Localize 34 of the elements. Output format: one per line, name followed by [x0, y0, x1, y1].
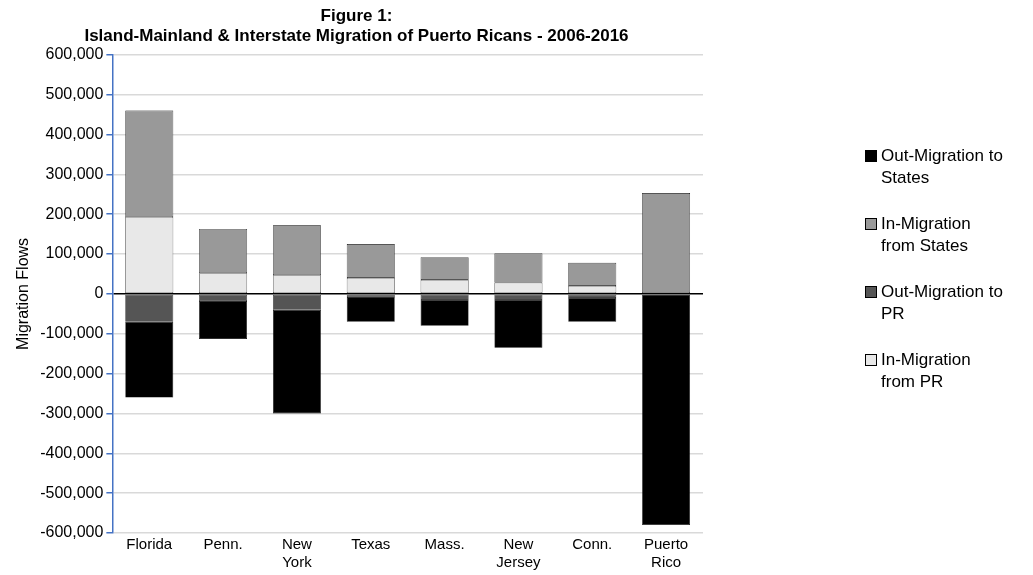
legend-label: Out-Migration to States: [881, 145, 1004, 189]
y-tick-label: 600,000: [45, 45, 104, 63]
chart-subtitle: Island-Mainland & Interstate Migration of Puerto Ricans - 2006-2016: [84, 26, 629, 46]
x-tick-label: Conn.: [572, 535, 613, 553]
x-tick-label: Florida: [126, 535, 173, 553]
y-tick-label: -200,000: [40, 364, 104, 382]
y-tick-label: -600,000: [40, 523, 104, 541]
chart-title: Figure 1:: [320, 5, 393, 25]
bar: [346, 297, 395, 322]
bar: [125, 321, 174, 398]
y-tick-label: -100,000: [40, 324, 104, 342]
bar: [568, 297, 617, 322]
y-tick-label: 0: [94, 284, 104, 302]
x-tick-label: Penn.: [203, 535, 243, 553]
bar: [199, 301, 248, 339]
bar: [420, 299, 469, 326]
bar: [494, 299, 543, 348]
y-tick-label: -500,000: [40, 483, 104, 501]
y-tick-label: 200,000: [45, 204, 104, 222]
legend-label: Out-Migration to PR: [881, 281, 1004, 325]
x-tick-label: Mass.: [424, 535, 465, 553]
y-tick-label: 400,000: [45, 124, 104, 142]
x-tick-label: New York: [281, 535, 313, 571]
x-tick-label: Puerto Rico: [643, 535, 689, 571]
legend-label: In-Migration from PR: [881, 349, 972, 393]
x-tick-label: New Jersey: [496, 535, 542, 571]
y-tick-label: 300,000: [45, 164, 104, 182]
x-tick-label: Texas: [351, 535, 391, 553]
y-tick-label: -300,000: [40, 403, 104, 421]
y-axis-title: Migration Flows: [14, 237, 32, 350]
y-tick-label: 100,000: [45, 244, 104, 262]
y-tick-label: 500,000: [45, 85, 104, 103]
legend-label: In-Migration from States: [881, 213, 972, 257]
y-tick-label: -400,000: [40, 443, 104, 461]
